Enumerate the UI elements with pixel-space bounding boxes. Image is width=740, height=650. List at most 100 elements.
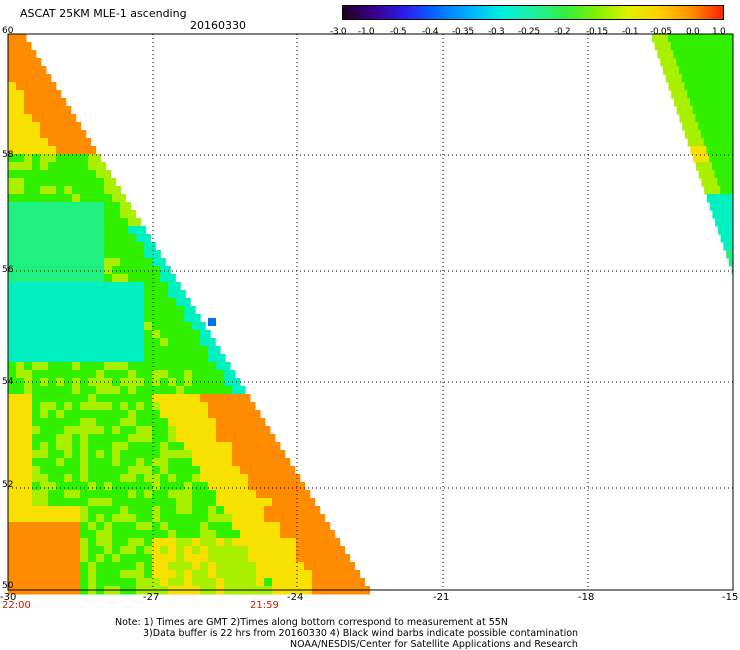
swath-cell — [192, 498, 201, 507]
swath-cell — [88, 570, 97, 579]
swath-cell — [48, 530, 57, 539]
swath-cell — [232, 458, 241, 467]
swath-cell — [80, 178, 89, 187]
swath-cell — [136, 314, 145, 323]
swath-cell — [24, 522, 33, 531]
swath-cell — [112, 226, 121, 235]
swath-cell — [304, 514, 313, 523]
swath-cell — [144, 506, 153, 515]
swath-cell — [120, 298, 129, 307]
swath-cell — [104, 498, 113, 507]
swath-cell — [690, 122, 699, 131]
swath-cell — [144, 498, 153, 507]
swath-cell — [104, 234, 113, 243]
swath-cell — [48, 362, 57, 371]
swath-cell — [88, 506, 97, 515]
swath-cell — [8, 82, 17, 91]
swath-cell — [668, 34, 677, 43]
swath-cell — [128, 370, 137, 379]
swath-cell — [16, 546, 25, 555]
swath-cell — [304, 490, 311, 499]
swath-cell — [32, 530, 41, 539]
swath-cell — [200, 330, 209, 339]
swath-cell — [208, 346, 217, 355]
swath-cell — [200, 474, 209, 483]
chart-date: 20160330 — [190, 19, 246, 32]
swath-cell — [24, 114, 33, 123]
swath-cell — [72, 370, 81, 379]
swath-cell — [176, 370, 185, 379]
swath-cell — [80, 562, 89, 571]
swath-cell — [160, 266, 169, 275]
swath-cell — [56, 274, 65, 283]
swath-cell — [120, 554, 129, 563]
swath-cell — [120, 402, 129, 411]
swath-cell — [64, 122, 73, 131]
swath-cell — [16, 554, 25, 563]
swath-cell — [88, 370, 97, 379]
swath-cell — [721, 50, 730, 59]
swath-cell — [40, 282, 49, 291]
swath-cell — [152, 410, 161, 419]
swath-cell — [128, 570, 137, 579]
swath-cell — [184, 410, 193, 419]
swath-cell — [24, 58, 33, 67]
swath-cell — [240, 578, 249, 587]
swath-cell — [16, 506, 25, 515]
swath-cell — [272, 522, 281, 531]
swath-cell — [120, 442, 129, 451]
lat-tick: 56 — [2, 265, 14, 275]
swath-cell — [216, 490, 225, 499]
swath-cell — [176, 346, 185, 355]
swath-cell — [698, 170, 708, 179]
swath-cell — [96, 162, 105, 171]
swath-cell — [120, 242, 129, 251]
swath-cell — [120, 250, 129, 259]
swath-cell — [88, 426, 97, 435]
swath-cell — [304, 570, 313, 579]
swath-cell — [24, 274, 33, 283]
swath-cell — [176, 482, 185, 491]
swath-cell — [200, 410, 209, 419]
swath-cell — [16, 74, 25, 83]
swath-cell — [152, 506, 161, 515]
swath-cell — [264, 490, 273, 499]
swath-cell — [8, 242, 17, 251]
swath-cell — [725, 154, 734, 163]
swath-cell — [256, 538, 265, 547]
swath-cell — [80, 546, 89, 555]
swath-cell — [48, 90, 57, 99]
swath-cell — [32, 122, 41, 131]
swath-cell — [88, 386, 97, 395]
swath-cell — [697, 74, 707, 83]
swath-cell — [112, 394, 121, 403]
swath-cell — [288, 514, 297, 523]
swath-cell — [184, 354, 193, 363]
swath-cell — [104, 322, 113, 331]
swath-cell — [184, 458, 193, 467]
swath-cell — [64, 442, 73, 451]
swath-cell — [168, 362, 177, 371]
swath-cell — [24, 146, 33, 155]
swath-cell — [16, 530, 25, 539]
swath-cell — [192, 570, 201, 579]
swath-cell — [692, 106, 702, 115]
swath-cell — [128, 314, 137, 323]
swath-cell — [48, 538, 57, 547]
swath-cell — [56, 146, 65, 155]
swath-cell — [40, 554, 49, 563]
swath-cell — [56, 242, 65, 251]
swath-cell — [224, 434, 233, 443]
swath-cell — [128, 418, 137, 427]
swath-cell — [690, 146, 699, 155]
swath-cell — [56, 522, 65, 531]
swath-cell — [16, 34, 25, 43]
swath-cell — [112, 578, 121, 587]
swath-cell — [64, 210, 73, 219]
swath-cell — [64, 506, 73, 515]
swath-cell — [192, 322, 201, 331]
swath-cell — [200, 362, 209, 371]
swath-cell — [264, 418, 266, 427]
swath-cell — [48, 306, 57, 315]
swath-cell — [96, 386, 105, 395]
